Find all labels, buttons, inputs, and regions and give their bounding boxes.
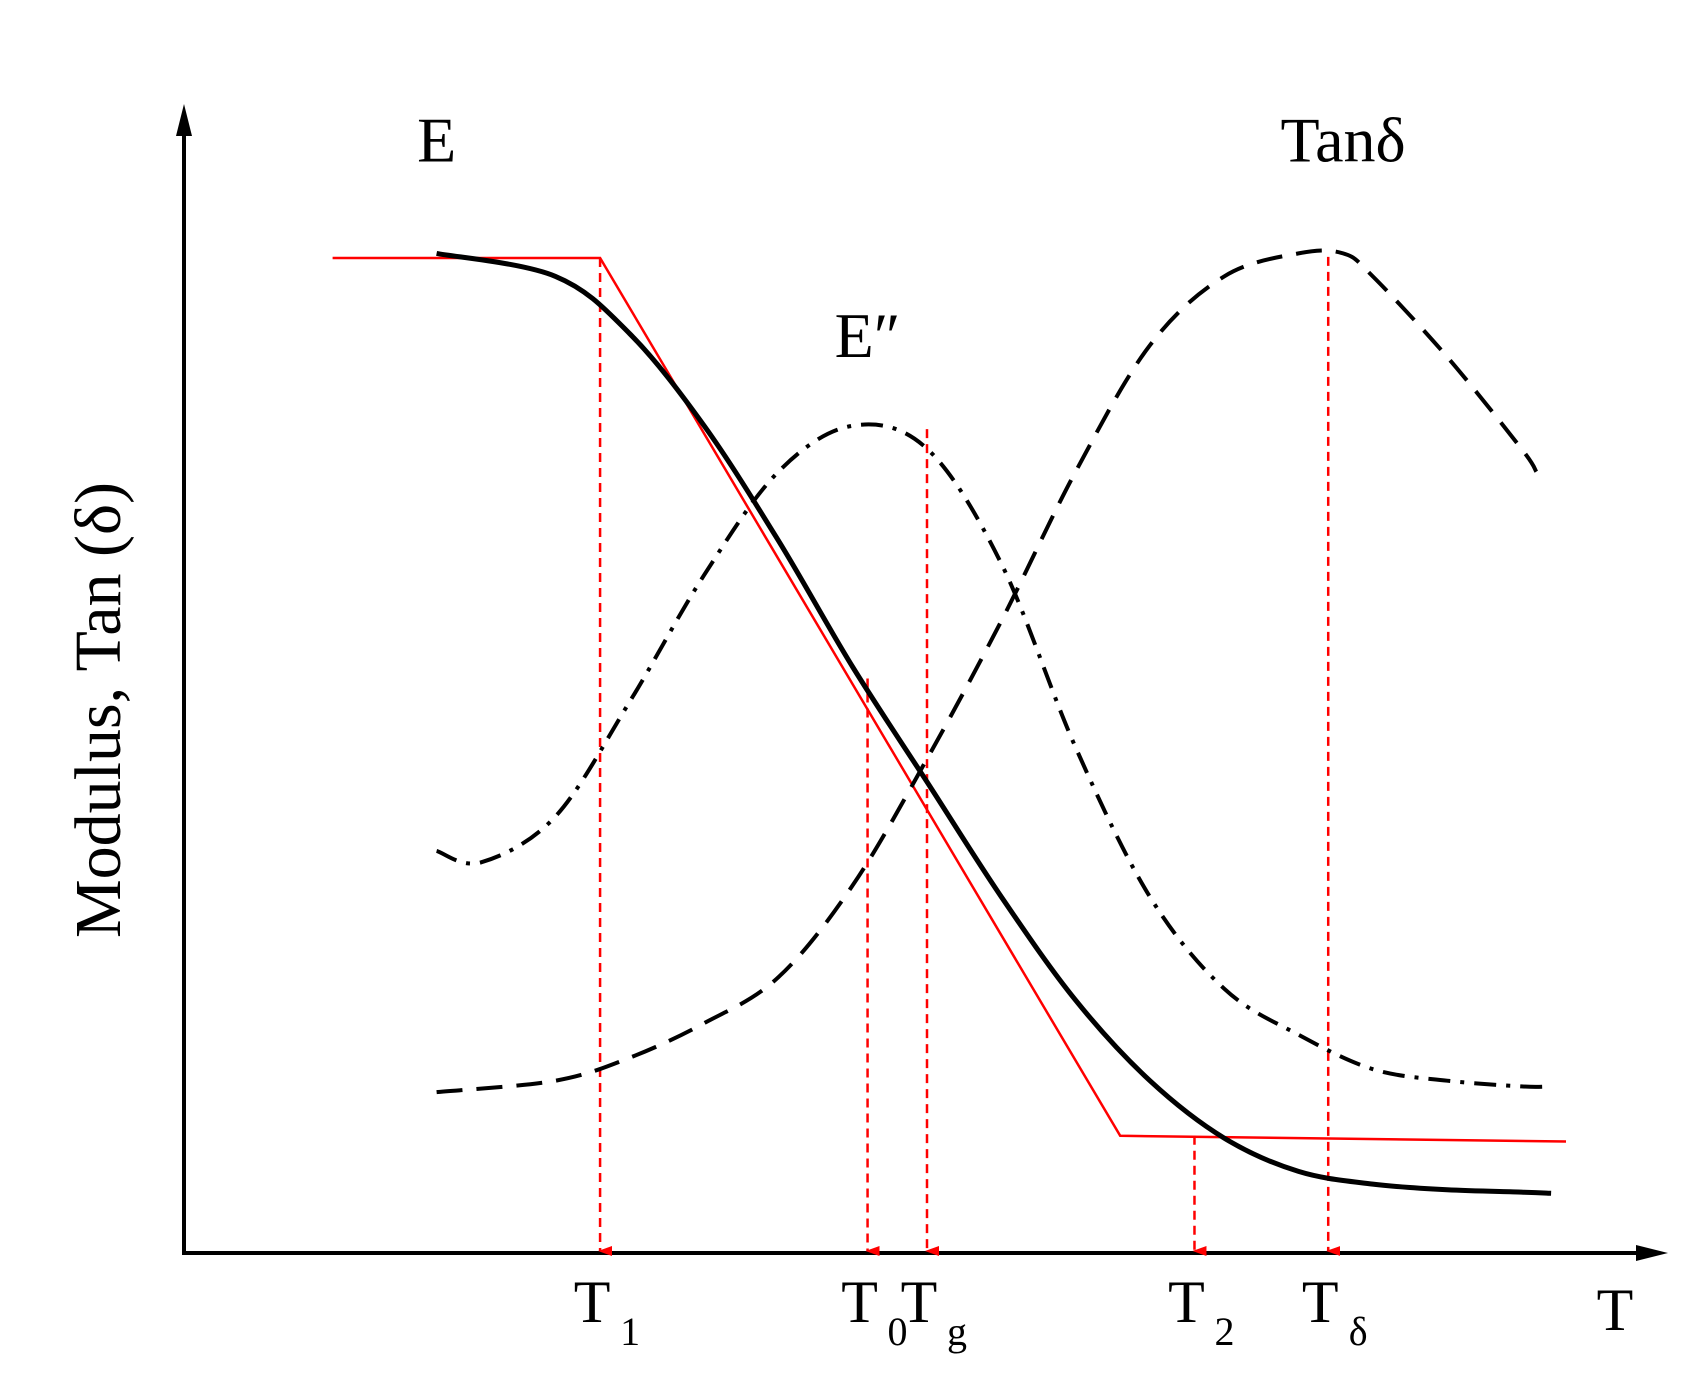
marker-label-sub-1: 1 xyxy=(620,1309,640,1354)
series-3-curve xyxy=(436,248,1539,1095)
marker-label-sub-g: g xyxy=(947,1309,967,1354)
x-axis-arrow xyxy=(1636,1245,1668,1261)
x-axis-label: T xyxy=(1597,1277,1634,1343)
marker-label-Tδ: T xyxy=(1302,1269,1339,1335)
series-2-curve xyxy=(435,422,1552,1089)
tangent-construction-line xyxy=(332,256,1567,1143)
y-axis-arrow xyxy=(176,104,192,136)
marker-label-T0: T xyxy=(841,1269,878,1335)
curve-label-1: E xyxy=(417,104,456,175)
marker-label-T2: T xyxy=(1168,1269,1205,1335)
marker-label-T1: T xyxy=(574,1269,611,1335)
y-axis-label: Modulus, Tan (δ) xyxy=(62,482,135,938)
marker-label-Tg: T xyxy=(901,1269,938,1335)
curve-label-2: E″ xyxy=(835,300,901,371)
curve-label-3: Tanδ xyxy=(1280,104,1405,175)
marker-label-sub-2: 2 xyxy=(1214,1309,1234,1354)
marker-label-sub-δ: δ xyxy=(1349,1309,1368,1354)
series-1-curve xyxy=(436,250,1552,1196)
marker-label-sub-0: 0 xyxy=(888,1309,908,1354)
